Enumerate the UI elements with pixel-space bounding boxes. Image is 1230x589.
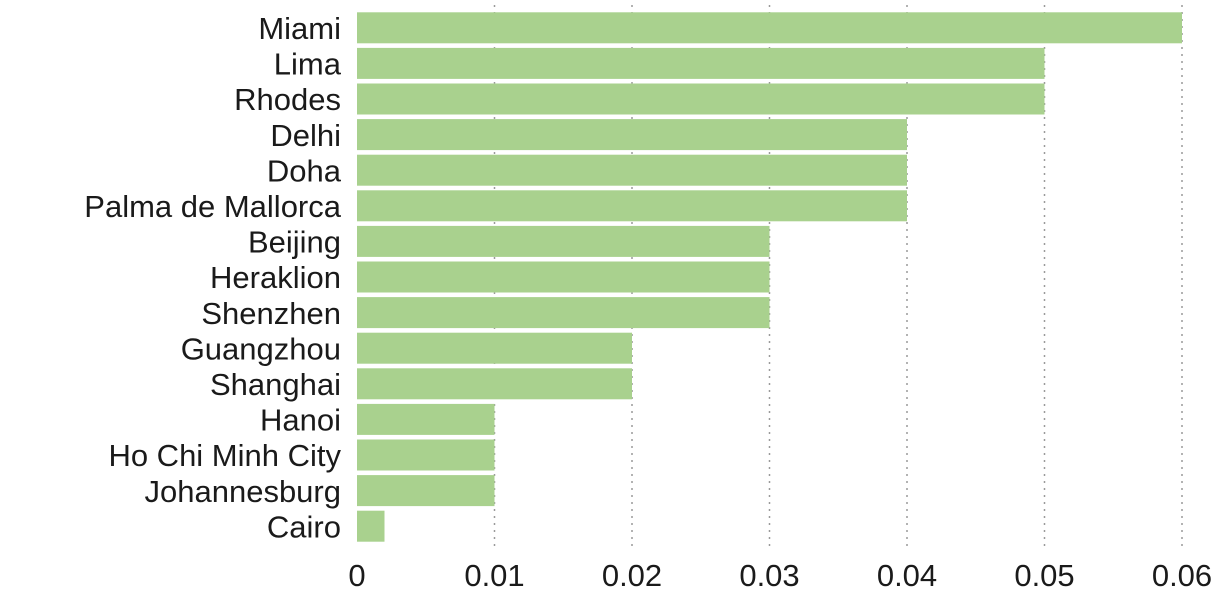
category-label: Shenzhen (201, 296, 341, 331)
bar-miami (357, 12, 1182, 44)
x-axis-tick-labels: 0 0.01 0.02 0.03 0.04 0.05 0.06 (348, 558, 1212, 589)
bar-cairo (357, 510, 385, 542)
x-tick-label: 0.03 (739, 558, 799, 589)
category-label: Johannesburg (145, 474, 342, 509)
x-tick-label: 0.01 (464, 558, 524, 589)
bar-lima (357, 47, 1045, 79)
x-tick-label: 0.05 (1014, 558, 1074, 589)
category-label: Miami (258, 11, 341, 46)
category-label: Shanghai (210, 367, 341, 402)
x-tick-label: 0.02 (602, 558, 662, 589)
category-label: Palma de Mallorca (84, 189, 341, 224)
x-tick-label: 0.04 (877, 558, 937, 589)
x-tick-label: 0 (348, 558, 365, 589)
bar-johannesburg (357, 475, 495, 507)
bar-palma-de-mallorca (357, 190, 907, 222)
bar-delhi (357, 119, 907, 151)
bars (357, 12, 1182, 542)
category-label: Lima (274, 47, 342, 82)
bar-shanghai (357, 368, 632, 400)
bar-shenzhen (357, 297, 770, 329)
bar-hanoi (357, 403, 495, 435)
category-label: Heraklion (210, 260, 341, 295)
category-label: Cairo (267, 509, 341, 544)
bar-rhodes (357, 83, 1045, 115)
bar-beijing (357, 225, 770, 257)
category-label: Delhi (270, 118, 341, 153)
bar-guangzhou (357, 332, 632, 364)
category-label: Hanoi (260, 403, 341, 438)
bar-heraklion (357, 261, 770, 293)
bar-ho-chi-minh-city (357, 439, 495, 471)
category-label: Beijing (248, 225, 341, 260)
bar-doha (357, 154, 907, 186)
x-tick-label: 0.06 (1152, 558, 1212, 589)
category-label: Doha (267, 153, 342, 188)
category-label: Ho Chi Minh City (108, 438, 341, 473)
category-label: Guangzhou (181, 331, 341, 366)
category-label: Rhodes (234, 82, 341, 117)
